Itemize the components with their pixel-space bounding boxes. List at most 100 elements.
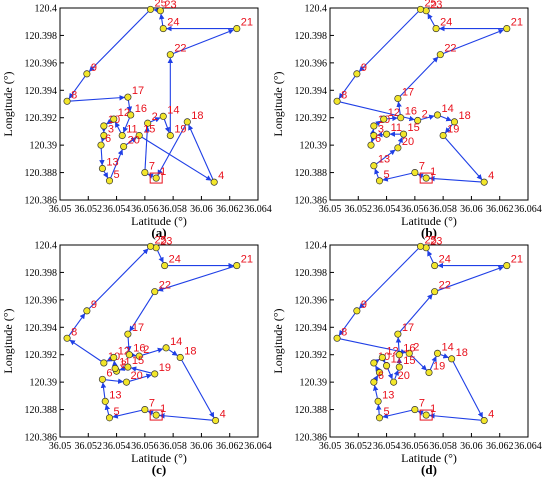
node-point	[233, 262, 241, 270]
chart-panel: 36.05 36.052 36.054 36.056 36.058 36.06 36.062…	[1, 0, 272, 240]
y-tick-label: 120.396	[295, 58, 328, 69]
node-point	[480, 416, 488, 425]
route-arrow	[340, 338, 407, 355]
route-arrow	[141, 136, 212, 181]
route-arrow	[157, 124, 187, 176]
node-point	[411, 406, 419, 414]
node-label: 25	[425, 0, 437, 9]
y-tick-label: 120.386	[25, 196, 58, 207]
node-label: 14	[170, 336, 182, 348]
node-label: 12	[118, 107, 130, 119]
node-label: 11	[391, 122, 402, 134]
node-point	[176, 353, 184, 362]
node-label: 11	[391, 354, 402, 366]
node-label: 23	[430, 0, 442, 11]
x-tick-label: 36.062	[486, 204, 514, 215]
node-label: 2	[422, 108, 428, 120]
node-label: 6	[378, 370, 384, 382]
node-point	[98, 375, 106, 383]
route-arrow	[376, 131, 384, 138]
y-tick-label: 120.39	[300, 378, 328, 389]
plot-frame	[329, 7, 529, 201]
route-arrow	[373, 358, 380, 365]
node-label: 17	[402, 322, 414, 334]
node-point	[394, 94, 402, 103]
node-label: 4	[220, 409, 226, 421]
route-arrow	[397, 136, 403, 145]
route-arrow	[112, 360, 118, 367]
node-label: 8	[341, 326, 347, 338]
node-point	[120, 142, 128, 151]
node-label: 7	[419, 161, 425, 173]
y-tick-label: 120.392	[25, 350, 58, 361]
node-point	[375, 177, 384, 185]
start-node-marker	[419, 172, 433, 184]
x-tick-label: 36.058	[159, 441, 187, 452]
node-point	[448, 355, 456, 363]
route-arrow	[387, 115, 398, 122]
route-arrow	[126, 137, 137, 145]
node-point	[135, 131, 143, 140]
node-label: 4	[488, 170, 494, 182]
node-point	[503, 25, 511, 33]
route-arrow	[119, 365, 126, 371]
node-label: 4	[488, 409, 494, 421]
y-tick-label: 120.396	[295, 295, 328, 306]
plot-frame	[329, 244, 529, 438]
node-point	[414, 116, 422, 125]
node-point	[152, 411, 160, 419]
node-point	[156, 7, 164, 15]
node-label: 7	[419, 398, 425, 410]
node-label: 16	[133, 343, 145, 355]
x-tick-label: 36.064	[244, 441, 272, 452]
node-point	[416, 5, 425, 13]
node-point	[370, 131, 378, 140]
node-point	[105, 177, 114, 185]
route-arrow	[370, 136, 377, 143]
node-point	[233, 25, 241, 33]
x-tick-label: 36.058	[159, 204, 187, 215]
node-label: 24	[167, 17, 179, 29]
y-tick-label: 120.388	[295, 405, 328, 416]
node-label: 13	[109, 389, 121, 401]
route-arrow	[69, 339, 102, 362]
node-point	[210, 178, 218, 186]
route-arrow	[375, 365, 381, 372]
x-axis-label: Latitude (°)	[401, 214, 457, 228]
x-axis-label: Latitude (°)	[401, 451, 457, 465]
panel-label: (b)	[421, 225, 437, 240]
node-label: 6	[105, 133, 111, 145]
node-point	[124, 363, 132, 371]
x-axis-label: Latitude (°)	[131, 214, 187, 228]
x-tick-label: 36.05	[49, 204, 72, 215]
node-point	[433, 349, 442, 357]
node-label: 4	[218, 170, 224, 182]
node-label: 18	[191, 110, 203, 122]
node-label: 13	[106, 156, 118, 168]
node-point	[353, 307, 361, 315]
route-arrow	[372, 385, 379, 399]
node-label: 23	[164, 0, 176, 11]
node-point	[146, 5, 155, 13]
node-point	[399, 130, 408, 138]
route-arrow	[427, 250, 434, 263]
route-arrow	[338, 313, 356, 336]
node-label: 1	[430, 403, 436, 415]
y-tick-label: 120.388	[295, 168, 328, 179]
node-point	[380, 115, 388, 123]
route-arrow	[106, 356, 113, 362]
node-label: 15	[408, 122, 420, 134]
route-arrow	[387, 368, 393, 380]
node-point	[411, 169, 419, 177]
x-tick-label: 36.052	[345, 441, 373, 452]
y-tick-label: 120.39	[30, 378, 58, 389]
panel-label: (c)	[152, 462, 166, 477]
node-point	[83, 70, 91, 78]
node-point	[370, 162, 378, 170]
node-label: 17	[402, 87, 414, 99]
chart-panel: 36.05 36.052 36.054 36.056 36.058 36.06 36.062…	[271, 234, 542, 477]
y-tick-label: 120.396	[25, 58, 58, 69]
node-point	[397, 114, 405, 122]
node-label: 1	[430, 166, 436, 178]
node-label: 13	[382, 389, 394, 401]
